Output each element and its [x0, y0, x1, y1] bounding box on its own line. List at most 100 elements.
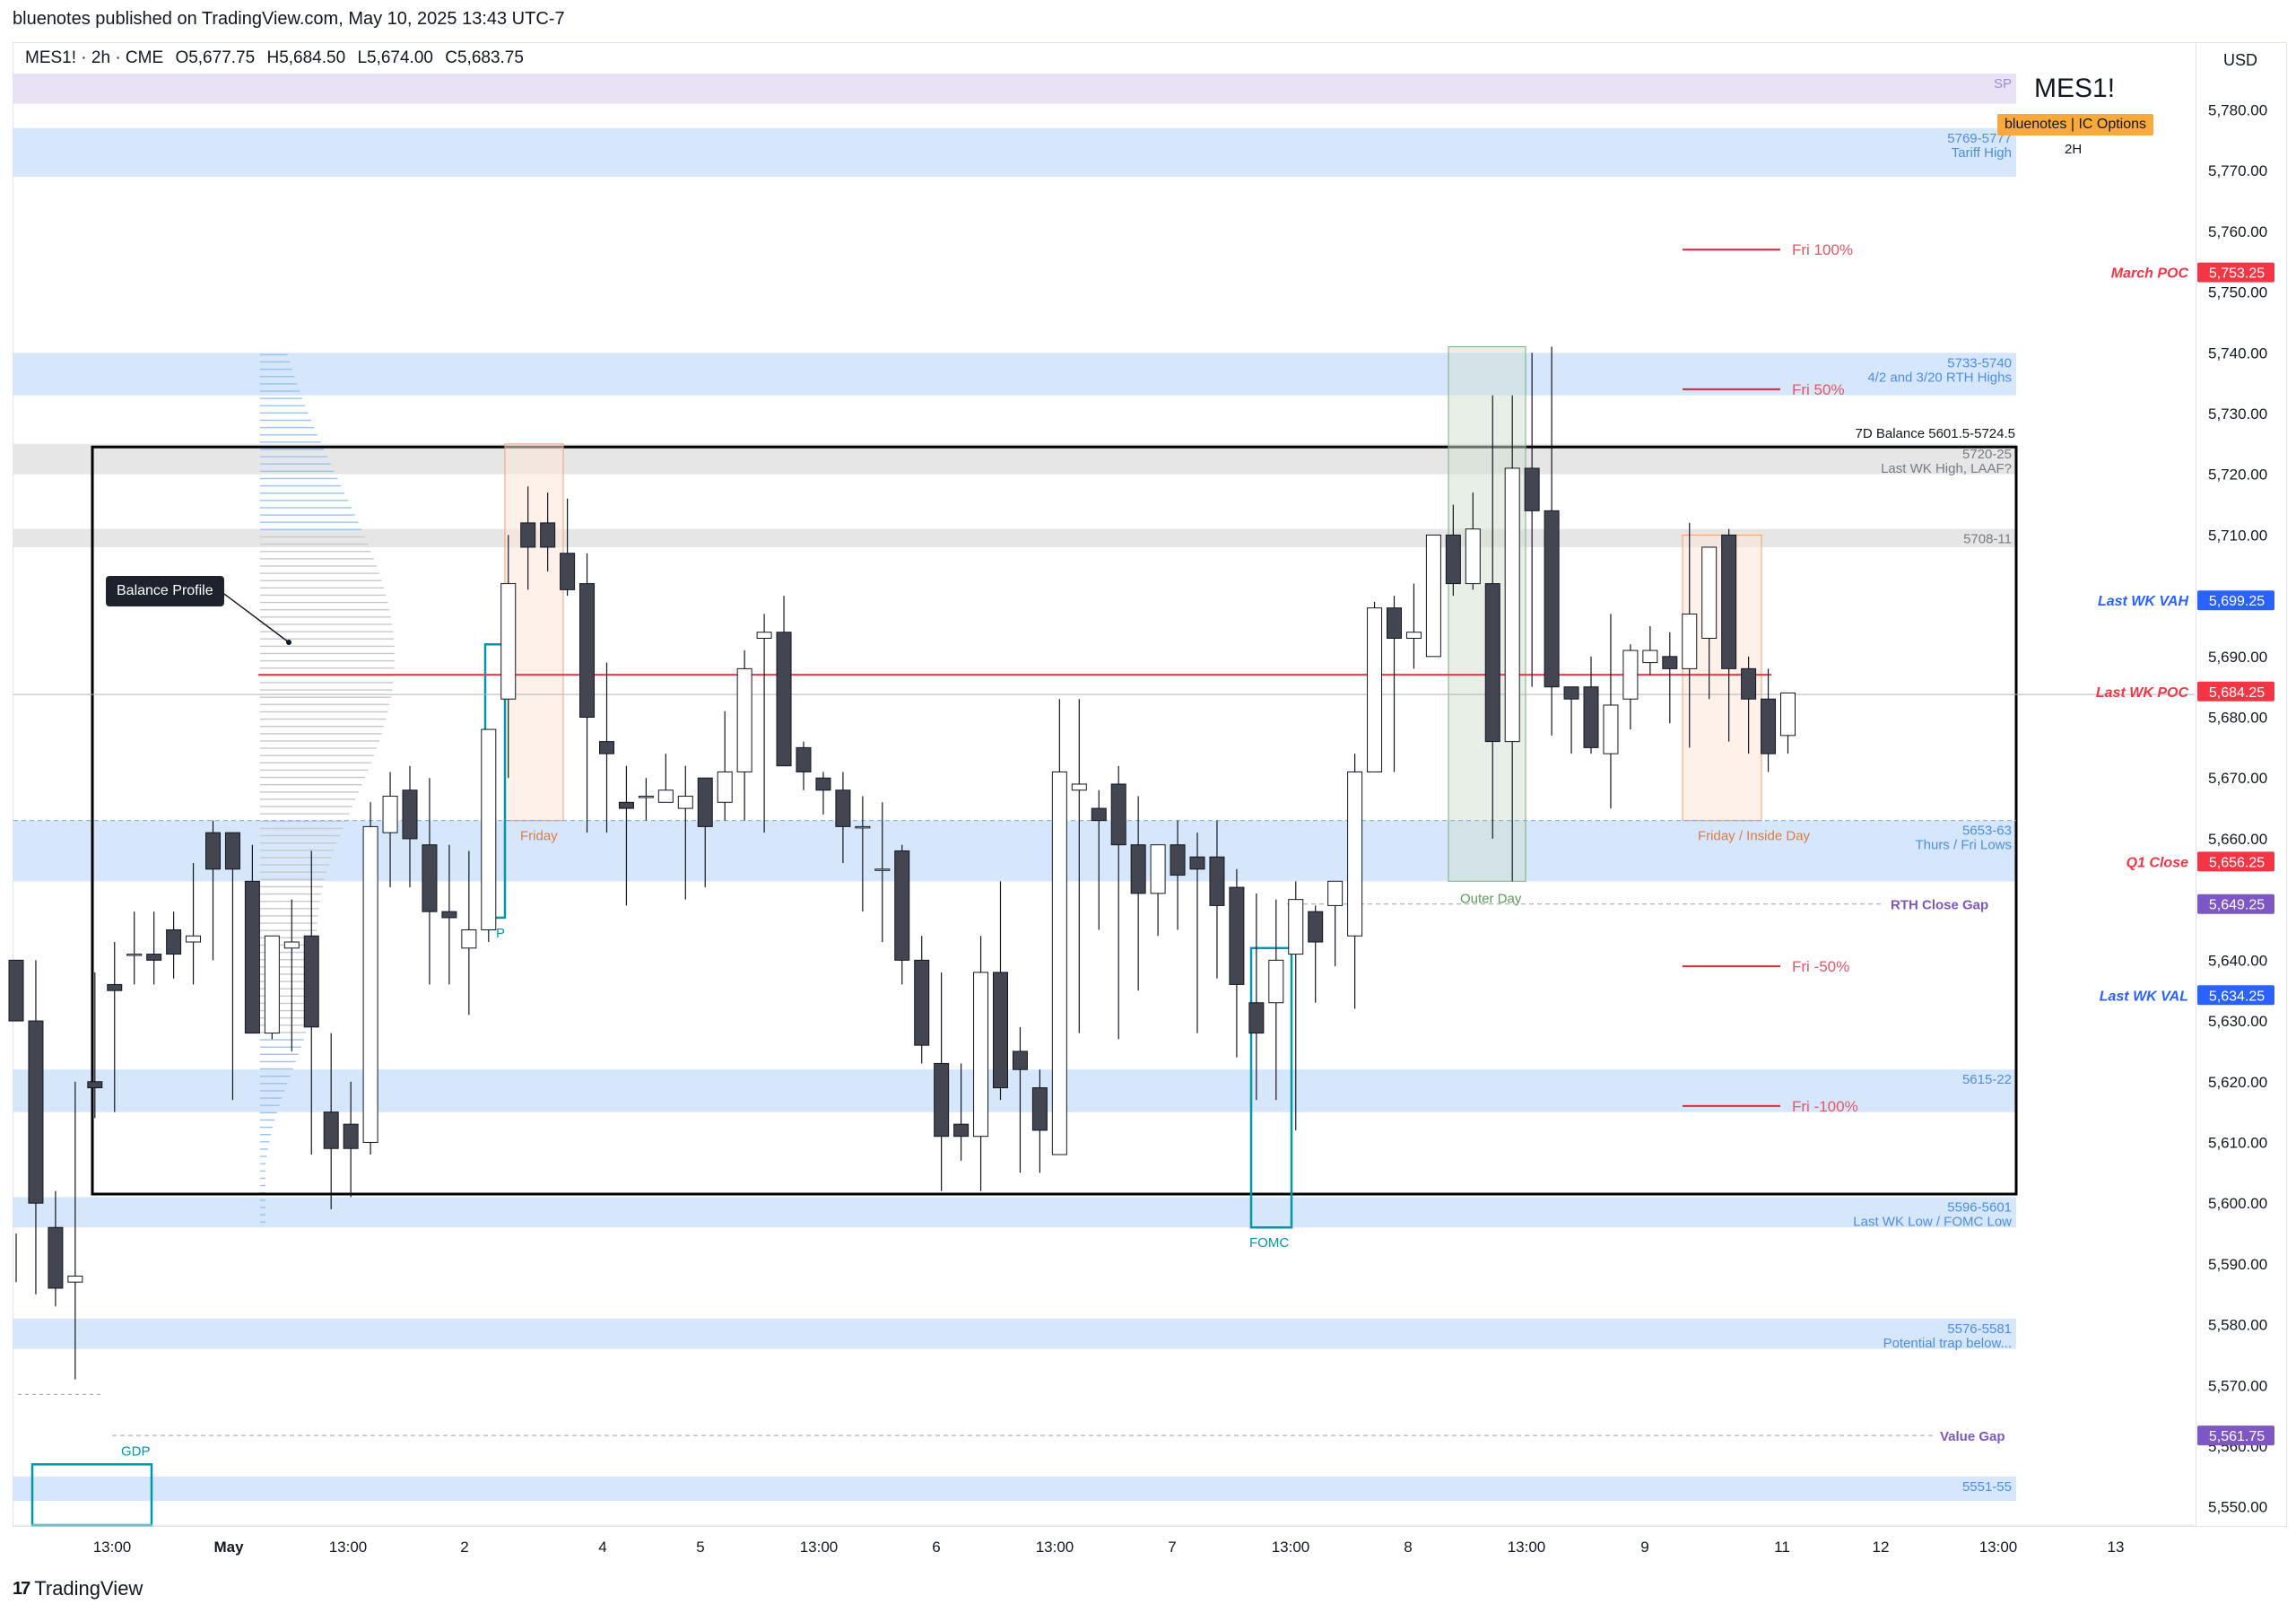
candle-body[interactable] [500, 583, 517, 700]
candle-body[interactable] [1465, 528, 1481, 585]
candle-body[interactable] [1583, 686, 1599, 748]
price-tag[interactable] [2197, 985, 2274, 1006]
candle-body[interactable] [1741, 667, 1757, 700]
candle-body[interactable] [1780, 692, 1796, 737]
candle-body[interactable] [8, 959, 24, 1022]
candle-body[interactable] [520, 522, 536, 548]
candle-body[interactable] [1170, 844, 1186, 876]
candle-body[interactable] [422, 844, 438, 912]
candle-body[interactable] [362, 825, 378, 1143]
candle-body[interactable] [1367, 607, 1383, 772]
candle-body[interactable] [1288, 899, 1304, 955]
candle-body[interactable] [126, 954, 143, 956]
candle-body[interactable] [934, 1062, 950, 1138]
candle-body[interactable] [343, 1123, 359, 1149]
candle-body[interactable] [1662, 656, 1678, 669]
candle-body[interactable] [87, 1081, 103, 1089]
candle-body[interactable] [835, 789, 851, 827]
candle-body[interactable] [1682, 613, 1698, 669]
candle-body[interactable] [914, 959, 930, 1046]
candle-body[interactable] [303, 935, 319, 1028]
candle-body[interactable] [186, 935, 202, 943]
candle-body[interactable] [461, 929, 477, 949]
candle-body[interactable] [717, 771, 733, 803]
currency-button[interactable]: USD [2222, 51, 2257, 69]
candle-body[interactable] [1051, 771, 1067, 1155]
candle-body[interactable] [107, 983, 123, 991]
candle-body[interactable] [1308, 911, 1324, 943]
candle-body[interactable] [560, 553, 576, 590]
candle-body[interactable] [283, 941, 300, 949]
candle-body[interactable] [382, 796, 398, 833]
candle-body[interactable] [1130, 844, 1146, 894]
candle-body[interactable] [48, 1226, 64, 1289]
candle-body[interactable] [1622, 650, 1639, 700]
candle-body[interactable] [1012, 1051, 1028, 1070]
candle-body[interactable] [1189, 856, 1205, 870]
candle-body[interactable] [815, 777, 831, 791]
candle-body[interactable] [1701, 546, 1718, 640]
candle-body[interactable] [756, 632, 772, 640]
candle-body[interactable] [697, 777, 713, 827]
price-axis[interactable] [2196, 42, 2287, 1527]
candle-body[interactable] [224, 832, 240, 870]
candle-body[interactable] [1347, 771, 1363, 937]
candle-body[interactable] [166, 929, 182, 955]
candle-body[interactable] [402, 789, 418, 840]
candle-body[interactable] [1484, 583, 1500, 743]
candle-body[interactable] [1425, 534, 1441, 658]
candle-body[interactable] [323, 1112, 339, 1149]
candle-body[interactable] [1327, 880, 1344, 906]
candle-body[interactable] [618, 801, 634, 809]
candle-body[interactable] [953, 1123, 970, 1138]
candle-body[interactable] [736, 667, 752, 772]
candle-body[interactable] [1268, 959, 1284, 1004]
candle-body[interactable] [993, 972, 1008, 1089]
candle-body[interactable] [855, 825, 871, 829]
candle-body[interactable] [874, 868, 891, 871]
price-tag[interactable] [2197, 1426, 2274, 1446]
candle-body[interactable] [205, 832, 221, 870]
candle-body[interactable] [1563, 686, 1579, 700]
candle-body[interactable] [67, 1275, 83, 1283]
candle-body[interactable] [894, 850, 910, 961]
candle-body[interactable] [1248, 1002, 1265, 1034]
candle-body[interactable] [677, 796, 693, 809]
candle-body[interactable] [540, 522, 556, 548]
candle-body[interactable] [638, 796, 654, 798]
candle-body[interactable] [973, 972, 989, 1138]
candle-body[interactable] [28, 1020, 44, 1204]
candle-body[interactable] [1524, 467, 1540, 511]
balance-profile-tag[interactable]: Balance Profile [106, 576, 224, 606]
candle-body[interactable] [1387, 607, 1402, 640]
candle-body[interactable] [1544, 510, 1560, 688]
candle-body[interactable] [441, 911, 457, 919]
candle-body[interactable] [1091, 807, 1107, 822]
candle-body[interactable] [244, 880, 260, 1034]
candle-body[interactable] [1229, 886, 1245, 985]
candle-body[interactable] [1603, 704, 1619, 754]
symbol-label[interactable]: MES1! · 2h · CME [25, 48, 164, 67]
candle-body[interactable] [776, 632, 792, 767]
candle-body[interactable] [1721, 534, 1737, 669]
tradingview-logo[interactable]: 17 TradingView [13, 1577, 143, 1600]
price-tag[interactable] [2197, 590, 2274, 611]
price-tag[interactable] [2197, 681, 2274, 702]
candle-body[interactable] [1031, 1087, 1048, 1131]
fomc-box[interactable] [1249, 946, 1293, 1229]
candle-body[interactable] [1445, 534, 1461, 585]
price-tag[interactable] [2197, 262, 2274, 283]
candle-body[interactable] [796, 746, 812, 772]
candle-body[interactable] [1504, 467, 1520, 743]
candle-body[interactable] [599, 741, 614, 754]
candle-body[interactable] [264, 935, 280, 1034]
candle-body[interactable] [1071, 783, 1087, 791]
candle-body[interactable] [1761, 698, 1777, 754]
candle-body[interactable] [1110, 783, 1126, 846]
candle-body[interactable] [1209, 856, 1225, 906]
candle-body[interactable] [579, 583, 596, 719]
candle-body[interactable] [146, 954, 162, 961]
candle-body[interactable] [1405, 632, 1422, 640]
candle-body[interactable] [1642, 650, 1658, 664]
